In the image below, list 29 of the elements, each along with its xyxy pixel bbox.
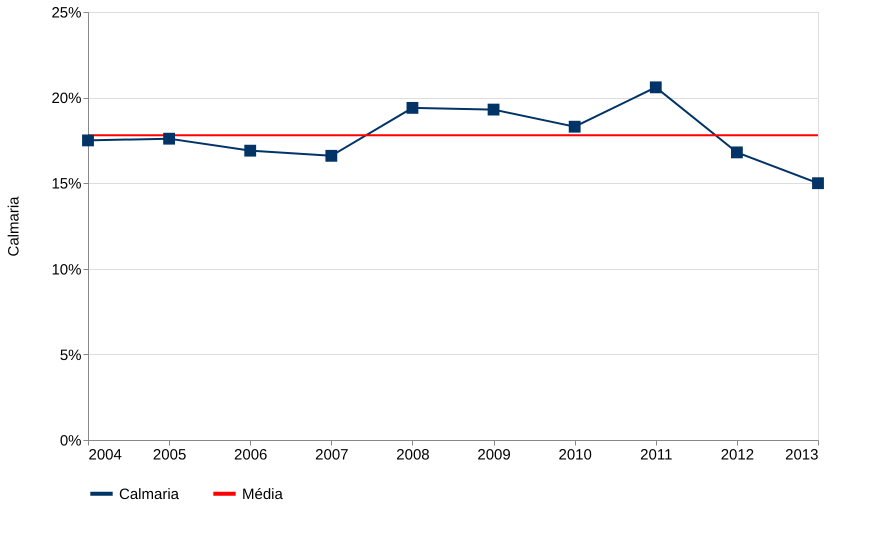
- point: [244, 144, 256, 157]
- point: [812, 177, 824, 190]
- point: [163, 132, 176, 145]
- x-tick-label: 2013: [785, 446, 818, 464]
- legend-label: Calmaria: [119, 486, 180, 503]
- x-tick-label: 2010: [558, 446, 592, 464]
- y-tick-label: 5%: [60, 346, 82, 364]
- point: [406, 102, 418, 114]
- x-tick-label: 2007: [315, 446, 349, 464]
- legend-label: Média: [242, 486, 284, 503]
- x-tick-label: 2005: [152, 446, 186, 464]
- point: [82, 134, 94, 146]
- y-tick-label: 25%: [51, 4, 82, 22]
- x-tick-label: 2008: [396, 446, 430, 464]
- x-tick-label: 2009: [477, 446, 511, 464]
- x-tick-label: 2006: [234, 446, 268, 464]
- point: [568, 120, 581, 133]
- y-tick-label: 15%: [51, 176, 82, 193]
- y-tick-label: 20%: [51, 90, 82, 108]
- point: [730, 146, 743, 158]
- x-tick-label: 2011: [640, 446, 672, 464]
- x-tick-label: 2004: [88, 446, 122, 464]
- y-tick-label: 10%: [51, 261, 82, 278]
- x-tick-label: 2012: [720, 446, 754, 464]
- y-axis-title: Calmaria: [5, 196, 22, 257]
- point: [488, 104, 500, 116]
- y-tick-label: 0%: [60, 432, 82, 450]
- point: [325, 150, 338, 162]
- point: [650, 81, 662, 94]
